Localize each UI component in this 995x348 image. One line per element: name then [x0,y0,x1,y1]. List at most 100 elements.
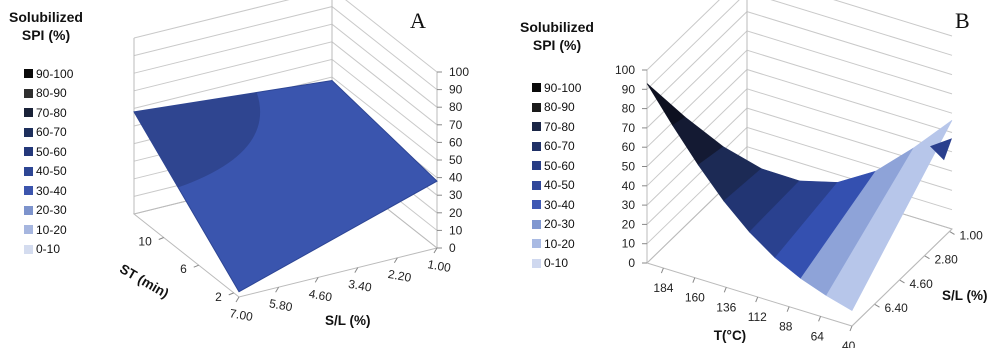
y-tick-mark [158,237,164,240]
legend-swatch [532,141,541,151]
surface-plot-b: 0 10 20 30 40 50 60 70 80 90 100 184 160 136 112 88 64 40… [615,0,988,348]
legend-title-line2: SPI (%) [21,27,71,43]
x-tick-label: 7.00 [228,306,254,324]
z-tick-label: 80 [622,102,636,116]
legend-label: 40-50 [544,178,575,193]
legend-label: 90-100 [544,80,582,95]
floor-edge [851,228,953,327]
gridline [133,0,438,73]
legend-swatch [24,244,33,254]
legend-item: 10-20 [532,234,581,254]
legend-swatch [24,166,33,176]
legend-label: 50-60 [36,144,67,159]
x-tick-mark [660,267,664,274]
legend-item: 0-10 [24,240,73,260]
z-tick-label: 30 [622,198,636,212]
x-tick-mark [849,325,853,332]
legend-swatch [24,127,33,137]
legend-swatch [532,239,541,249]
z-tick-label: 90 [449,83,463,97]
legend-swatch [24,108,33,118]
y-tick-label: 2 [215,290,222,304]
y-tick-mark [193,264,199,268]
gridline [646,0,953,71]
legend-item: 90-100 [24,64,73,84]
legend-label: 0-10 [36,242,61,257]
legend: 90-100 80-90 70-80 60-70 50-60 40-50 30-40 20-3… [532,78,581,273]
legend-label: 30-40 [544,197,575,212]
legend-item: 70-80 [24,103,73,123]
surface-band [134,92,261,188]
chart-panel-a: Solubilized SPI (%) 90-100 80-90 70-80 60-7… [0,0,497,348]
legend-label: 10-20 [544,236,575,251]
legend: 90-100 80-90 70-80 60-70 50-60 40-50 30-40 20-3… [24,64,73,259]
gridline [646,0,953,90]
legend-item: 70-80 [532,117,581,137]
legend-item: 50-60 [24,142,73,162]
legend-item: 60-70 [532,137,581,157]
legend-label: 70-80 [544,119,575,134]
legend-swatch [532,102,541,112]
panel-label: A [410,8,426,33]
z-tick-label: 50 [449,153,463,167]
legend-item: 40-50 [532,176,581,196]
x-tick-label: 5.80 [268,296,294,314]
legend-item: 20-30 [532,215,581,235]
x-tick-mark [786,306,790,312]
legend-label: 20-30 [544,217,575,232]
legend-item: 60-70 [24,123,73,143]
panel-label: B [955,8,970,33]
x-tick-label: 184 [653,281,673,295]
legend-label: 10-20 [36,222,67,237]
legend-label: 30-40 [36,183,67,198]
z-tick-label: 100 [449,65,469,79]
z-tick-label: 10 [622,237,636,251]
legend-swatch [532,258,541,268]
legend-swatch [24,186,33,196]
x-tick-label: 64 [811,329,825,343]
legend-item: 30-40 [24,181,73,201]
legend-item: 30-40 [532,195,581,215]
x-tick-label: 4.60 [308,287,334,305]
z-tick-label: 80 [449,100,463,114]
x-tick-label: 1.00 [426,257,452,275]
y-tick-label: 4.60 [910,277,934,291]
x-tick-label: 88 [779,320,793,334]
legend-label: 20-30 [36,203,67,218]
x-tick-label: 2.20 [387,267,413,285]
x-tick-mark [393,257,398,264]
legend-swatch [532,122,541,132]
legend-label: 90-100 [36,66,74,81]
legend-swatch [24,205,33,215]
z-tick-label: 90 [622,82,636,96]
x-tick-label: 160 [685,291,705,305]
x-tick-mark [818,316,822,322]
x-tick-mark [755,296,759,303]
legend-item: 50-60 [532,156,581,176]
y-tick-mark [874,303,880,308]
legend-item: 90-100 [532,78,581,98]
y-axis-title: S/L (%) [942,288,988,303]
legend-swatch [532,200,541,210]
x-tick-label: 136 [716,300,736,314]
legend-item: 20-30 [24,201,73,221]
z-tick-label: 0 [449,241,456,255]
z-tick-label: 70 [449,118,463,132]
x-axis-title: S/L (%) [325,313,371,328]
legend-label: 60-70 [544,139,575,154]
surface-band [825,120,953,312]
legend-label: 80-90 [544,100,575,115]
y-tick-label: 1.00 [960,228,984,242]
x-tick-mark [235,296,240,303]
legend-label: 70-80 [36,105,67,120]
legend-item: 80-90 [24,84,73,104]
z-tick-label: 50 [622,160,636,174]
z-tick-label: 70 [622,121,636,135]
x-tick-label: 3.40 [347,277,373,295]
y-tick-mark [924,255,930,260]
legend-title: Solubilized SPI (%) [6,8,86,44]
legend-item: 80-90 [532,98,581,118]
legend-title-line2: SPI (%) [532,37,582,53]
legend-title-line1: Solubilized [9,9,83,25]
y-tick-label: 6.40 [885,301,909,315]
